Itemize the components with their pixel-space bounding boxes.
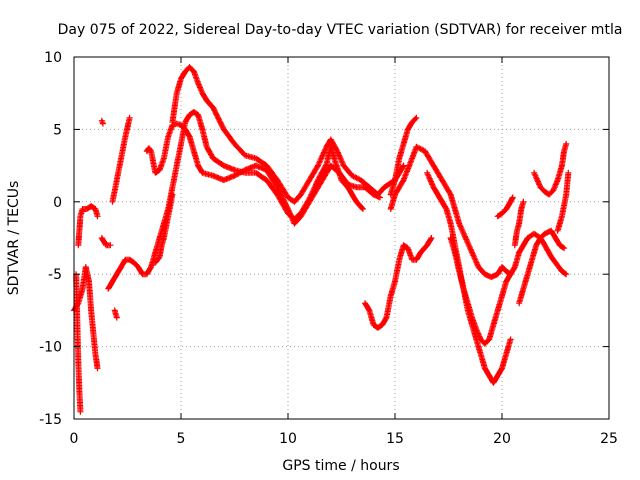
data-point-markers: [447, 235, 514, 347]
data-point-markers: [362, 235, 435, 331]
y-tick-label: 10: [44, 50, 62, 66]
series-track-9: [143, 120, 383, 227]
series-track-20: [531, 140, 570, 198]
x-tick-label: 15: [386, 431, 404, 447]
y-axis-label: SDTVAR / TECUs: [6, 181, 22, 296]
series-track-15: [424, 169, 514, 386]
grid-lines: [74, 57, 609, 419]
data-point-markers: [511, 198, 527, 249]
y-tick-label: -15: [39, 412, 62, 428]
series-track-17: [494, 194, 516, 220]
data-point-markers: [75, 203, 101, 249]
series-track-4: [98, 235, 114, 249]
y-tick-label: 0: [53, 195, 62, 211]
series-track-11: [169, 64, 407, 205]
data-point-markers: [98, 117, 106, 127]
series-track-8: [111, 307, 120, 321]
data-point-markers: [152, 191, 176, 266]
series-track-16: [447, 235, 514, 347]
series-track-21: [554, 169, 572, 234]
x-tick-label: 0: [70, 431, 79, 447]
data-point-markers: [105, 109, 366, 292]
data-point-markers: [554, 169, 572, 234]
plot-frame: [73, 56, 610, 420]
axis-ticks: 0 5 10 15 20 25 -15 -10 -5 0 5 10: [39, 50, 618, 447]
x-tick-label: 20: [493, 431, 511, 447]
series-track-10: [152, 191, 176, 266]
data-point-markers: [169, 64, 407, 205]
y-tick-label: 5: [53, 122, 62, 138]
data-point-markers: [424, 169, 514, 386]
series-track-12: [362, 235, 435, 331]
series-track-19: [511, 198, 527, 249]
series-track-7: [109, 114, 133, 205]
data-point-markers: [111, 307, 120, 321]
x-axis-label: GPS time / hours: [282, 458, 399, 474]
series-track-5: [98, 117, 106, 127]
data-point-markers: [109, 114, 133, 205]
data-point-markers: [143, 120, 383, 227]
data-marks: [71, 64, 572, 415]
data-point-markers: [531, 140, 570, 198]
series-track-18: [516, 227, 568, 307]
x-tick-label: 25: [600, 431, 618, 447]
series-track-3: [75, 203, 101, 249]
series-track-6: [105, 109, 366, 292]
y-tick-label: -5: [48, 267, 62, 283]
data-point-markers: [494, 194, 516, 220]
data-point-markers: [387, 143, 570, 281]
data-point-markers: [516, 227, 568, 307]
y-tick-label: -10: [39, 340, 62, 356]
x-tick-label: 10: [279, 431, 297, 447]
x-tick-label: 5: [177, 431, 186, 447]
chart-title: Day 075 of 2022, Sidereal Day-to-day VTE…: [58, 22, 623, 38]
series-track-14: [387, 143, 570, 281]
series-track-13: [387, 114, 420, 198]
data-point-markers: [98, 235, 114, 249]
data-point-markers: [387, 114, 420, 198]
